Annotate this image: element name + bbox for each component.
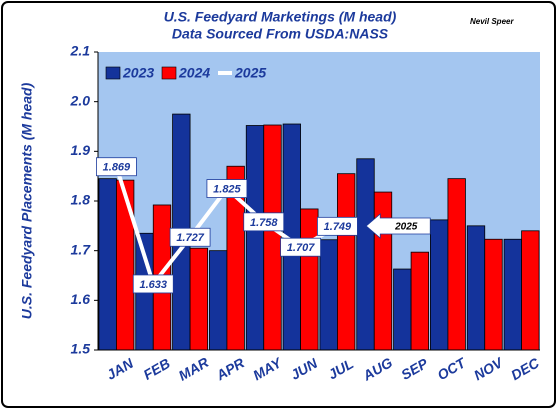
author: Nevil Speer [470,17,514,26]
bar [430,219,449,351]
y-axis-label: U.S. Feedyard Placements (M head) [19,82,35,319]
legend-swatch [105,66,121,80]
bar [263,124,282,351]
y-tick-label: 1.8 [71,192,91,208]
bar [466,225,486,351]
y-tick-label: 1.7 [71,241,92,257]
legend-label: 2024 [178,65,210,81]
annotation: 2025 [394,222,418,233]
chart-title: U.S. Feedyard Marketings (M head) [164,9,397,25]
annotation-arrow [365,213,431,239]
bar [116,179,135,351]
data-label: 1.633 [139,279,167,291]
bar [393,268,412,351]
y-tick-label: 1.9 [71,142,91,158]
bar [410,251,429,351]
legend-swatch [161,66,177,80]
bar [209,250,228,351]
data-label-box [317,216,358,236]
plot-area [98,52,540,350]
data-label-box [132,274,174,294]
data-label-box [96,157,137,177]
data-label: 1.758 [250,217,278,229]
bar [373,191,393,351]
data-label: 1.869 [103,162,131,174]
bar [337,173,356,351]
data-label: 1.825 [213,183,241,195]
legend-label: 2025 [234,65,266,81]
chart-subtitle: Data Sourced From USDA:NASS [172,26,389,42]
legend-label: 2023 [122,65,154,81]
bar [521,230,540,351]
bar [484,238,503,351]
bar [189,247,208,351]
data-label-box [169,227,211,247]
bar [447,178,466,351]
bar [503,238,522,351]
y-tick-label: 1.6 [71,291,91,307]
bar [300,208,319,351]
bar [245,125,265,351]
data-label: 1.749 [324,221,352,233]
data-label: 1.727 [176,232,204,244]
y-tick-label: 2.0 [70,92,91,108]
bar [319,239,338,351]
bar [356,158,375,351]
data-label: 1.707 [287,242,315,254]
y-tick-label: 1.5 [71,341,91,357]
data-label-box [243,212,285,232]
y-tick-label: 2.1 [70,43,91,59]
data-label-box [280,237,321,257]
data-label-box [206,179,248,198]
bar [98,178,117,351]
